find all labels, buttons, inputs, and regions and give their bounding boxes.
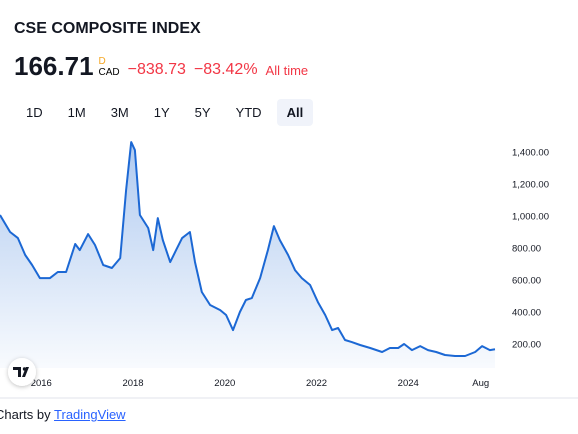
change-period: All time bbox=[265, 63, 309, 78]
area-fill bbox=[0, 142, 495, 368]
range-button[interactable]: YTD bbox=[235, 105, 262, 120]
currency-code: CAD bbox=[98, 67, 120, 78]
y-tick-label: 600.00 bbox=[512, 276, 541, 287]
title: CSE COMPOSITE INDEX bbox=[14, 20, 201, 37]
y-tick-label: 1,000.00 bbox=[512, 212, 549, 223]
range-button[interactable]: 5Y bbox=[194, 105, 211, 120]
range-button[interactable]: All bbox=[276, 99, 314, 126]
x-tick-label: 2018 bbox=[122, 378, 143, 389]
range-button[interactable]: 1M bbox=[67, 105, 86, 120]
line bbox=[0, 141, 496, 357]
x-tick-label: 2020 bbox=[214, 378, 235, 389]
y-tick-label: 200.00 bbox=[512, 340, 541, 351]
x-tick-label: 2022 bbox=[306, 378, 327, 389]
price-row: 166.71 D CAD −838.73 −83.42% All time bbox=[14, 52, 308, 80]
x-tick-label: 2024 bbox=[398, 378, 419, 389]
range-button[interactable]: 1Y bbox=[153, 105, 170, 120]
footer-text: Charts by bbox=[0, 407, 51, 422]
currency: D CAD bbox=[99, 56, 120, 78]
period-mark: D bbox=[98, 56, 106, 67]
footer: Charts by TradingView bbox=[0, 407, 126, 422]
y-tick-label: 400.00 bbox=[512, 308, 541, 319]
x-tick-label: Aug bbox=[472, 378, 489, 389]
price: 166.71 bbox=[14, 51, 94, 81]
logo[interactable] bbox=[8, 358, 36, 386]
footer-link[interactable]: TradingView bbox=[54, 407, 126, 422]
y-tick-label: 1,200.00 bbox=[512, 180, 549, 191]
y-tick-label: 800.00 bbox=[512, 244, 541, 255]
range-button[interactable]: 1D bbox=[26, 105, 43, 120]
plot: 200.00 400.00 600.00 800.00 1,000.00 1,200.00… bbox=[0, 141, 549, 389]
x-tick-label: 2016 bbox=[31, 378, 52, 389]
range-button[interactable]: 3M bbox=[110, 105, 129, 120]
change: −838.73 bbox=[127, 61, 186, 78]
range-buttons: 1D 1M 3M 1Y 5Y YTD All bbox=[16, 99, 318, 126]
change-pct: −83.42% bbox=[193, 61, 258, 78]
y-tick-label: 1,400.00 bbox=[512, 148, 549, 159]
